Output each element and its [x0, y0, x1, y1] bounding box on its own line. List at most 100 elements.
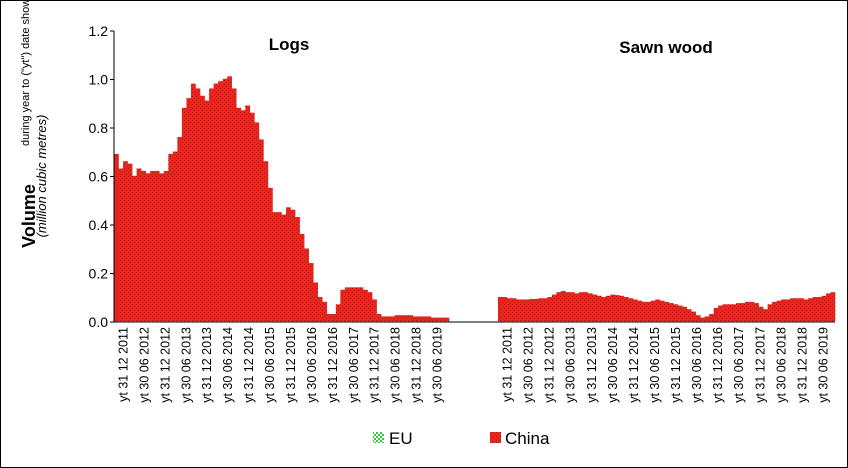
china-bar — [596, 295, 602, 322]
china-bar — [578, 292, 584, 322]
y-axis-label: Volume during year to ("yt") date shown … — [19, 0, 49, 248]
china-bar — [583, 292, 589, 322]
china-bar — [718, 305, 723, 322]
y-tick-label: 0.8 — [89, 120, 109, 136]
china-bar — [317, 297, 323, 322]
china-bar — [772, 301, 777, 322]
china-bar — [749, 301, 755, 322]
china-bar — [799, 298, 804, 322]
china-bar — [520, 299, 526, 322]
china-bar — [394, 315, 400, 322]
china-bar — [326, 313, 332, 322]
china-bar — [295, 216, 300, 322]
x-tick-label: yt 31 12 2012 — [543, 327, 557, 403]
china-bar — [435, 317, 441, 322]
china-bar — [776, 300, 782, 322]
china-bar — [812, 297, 818, 322]
china-bar — [767, 304, 773, 322]
china-bar — [444, 317, 450, 322]
china-bar — [511, 298, 517, 322]
x-tick-label: yt 30 06 2019 — [816, 327, 830, 403]
china-bar — [781, 299, 786, 322]
x-tick-label: yt 30 06 2018 — [774, 327, 788, 403]
china-bar — [249, 112, 255, 322]
china-bar — [181, 107, 187, 322]
china-bar — [358, 287, 364, 322]
china-bar — [601, 297, 607, 322]
y-axis-title: Volume — [19, 184, 39, 248]
china-bar — [565, 292, 571, 322]
china-bar — [136, 168, 142, 322]
y-ticks: 0.0 0.2 0.4 0.6 0.8 1.0 1.2 — [89, 23, 114, 330]
china-bar — [408, 315, 414, 322]
x-tick-label: yt 31 12 2015 — [284, 327, 298, 403]
china-bar — [218, 81, 223, 322]
china-bar — [556, 292, 562, 322]
china-bar — [790, 298, 795, 322]
china-bar — [286, 207, 291, 322]
x-tick-label: yt 31 12 2013 — [585, 327, 599, 403]
x-tick-label: yt 30 06 2014 — [221, 327, 235, 403]
china-bar — [254, 122, 260, 322]
china-bar — [731, 304, 737, 322]
china-bar — [272, 212, 278, 322]
china-bar — [313, 282, 319, 322]
x-tick-label: yt 31 12 2016 — [711, 327, 725, 403]
china-bar — [439, 317, 445, 322]
x-tick-label: yt 31 12 2017 — [753, 327, 767, 403]
china-bar — [673, 304, 679, 322]
china-bar — [610, 294, 616, 322]
china-bar — [177, 136, 183, 322]
china-bar — [677, 305, 683, 322]
x-tick-label: yt 31 12 2012 — [158, 327, 172, 403]
china-bar — [403, 315, 409, 322]
china-bar — [524, 299, 530, 322]
x-tick-label: yt 31 12 2013 — [200, 327, 214, 403]
panel-title-logs: Logs — [269, 35, 310, 54]
china-bar — [664, 301, 670, 322]
china-bar — [700, 317, 705, 322]
china-bar — [204, 100, 210, 322]
x-tick-label: yt 30 06 2013 — [179, 327, 193, 403]
china-bar — [830, 292, 836, 322]
china-bar — [344, 287, 350, 322]
china-bar — [740, 303, 746, 322]
y-axis-subtitle: during year to ("yt") date shown — [20, 0, 32, 146]
china-bar — [304, 248, 309, 322]
china-bar — [426, 316, 432, 322]
y-tick-label: 1.0 — [89, 72, 109, 88]
legend-label-eu: EU — [389, 429, 413, 448]
y-tick-label: 1.2 — [89, 23, 109, 39]
china-bar — [276, 212, 282, 322]
plot-areas — [114, 76, 836, 322]
china-bar — [200, 95, 205, 322]
x-tick-label: yt 31 12 2018 — [410, 327, 424, 403]
china-bar — [399, 315, 405, 322]
china-bar — [637, 300, 643, 322]
china-bar — [655, 299, 661, 322]
china-bar — [349, 287, 355, 322]
x-tick-label: yt 31 12 2011 — [501, 327, 515, 402]
china-bar — [704, 316, 710, 322]
china-bar — [231, 88, 237, 322]
legend-swatch-china — [490, 432, 501, 443]
china-bar — [727, 304, 732, 322]
china-bar — [267, 187, 273, 322]
china-bar — [299, 233, 305, 322]
china-bar — [623, 297, 629, 322]
china-bar — [785, 299, 791, 322]
china-bar — [682, 306, 688, 322]
x-tick-label: yt 30 06 2015 — [648, 327, 662, 403]
x-tick-label: yt 31 12 2014 — [627, 327, 641, 403]
china-bar — [628, 298, 634, 322]
china-bar — [691, 311, 697, 322]
x-tick-label: yt 31 12 2015 — [669, 327, 683, 403]
china-bar — [803, 299, 809, 322]
x-ticks: yt 31 12 2011 yt 30 06 2012 yt 31 12 2012 y… — [116, 327, 830, 403]
china-bar — [209, 88, 214, 322]
china-bar — [340, 289, 346, 322]
china-bar — [240, 110, 246, 322]
china-bar — [619, 295, 625, 322]
y-tick-label: 0.6 — [89, 169, 109, 185]
china-bar — [127, 163, 133, 322]
